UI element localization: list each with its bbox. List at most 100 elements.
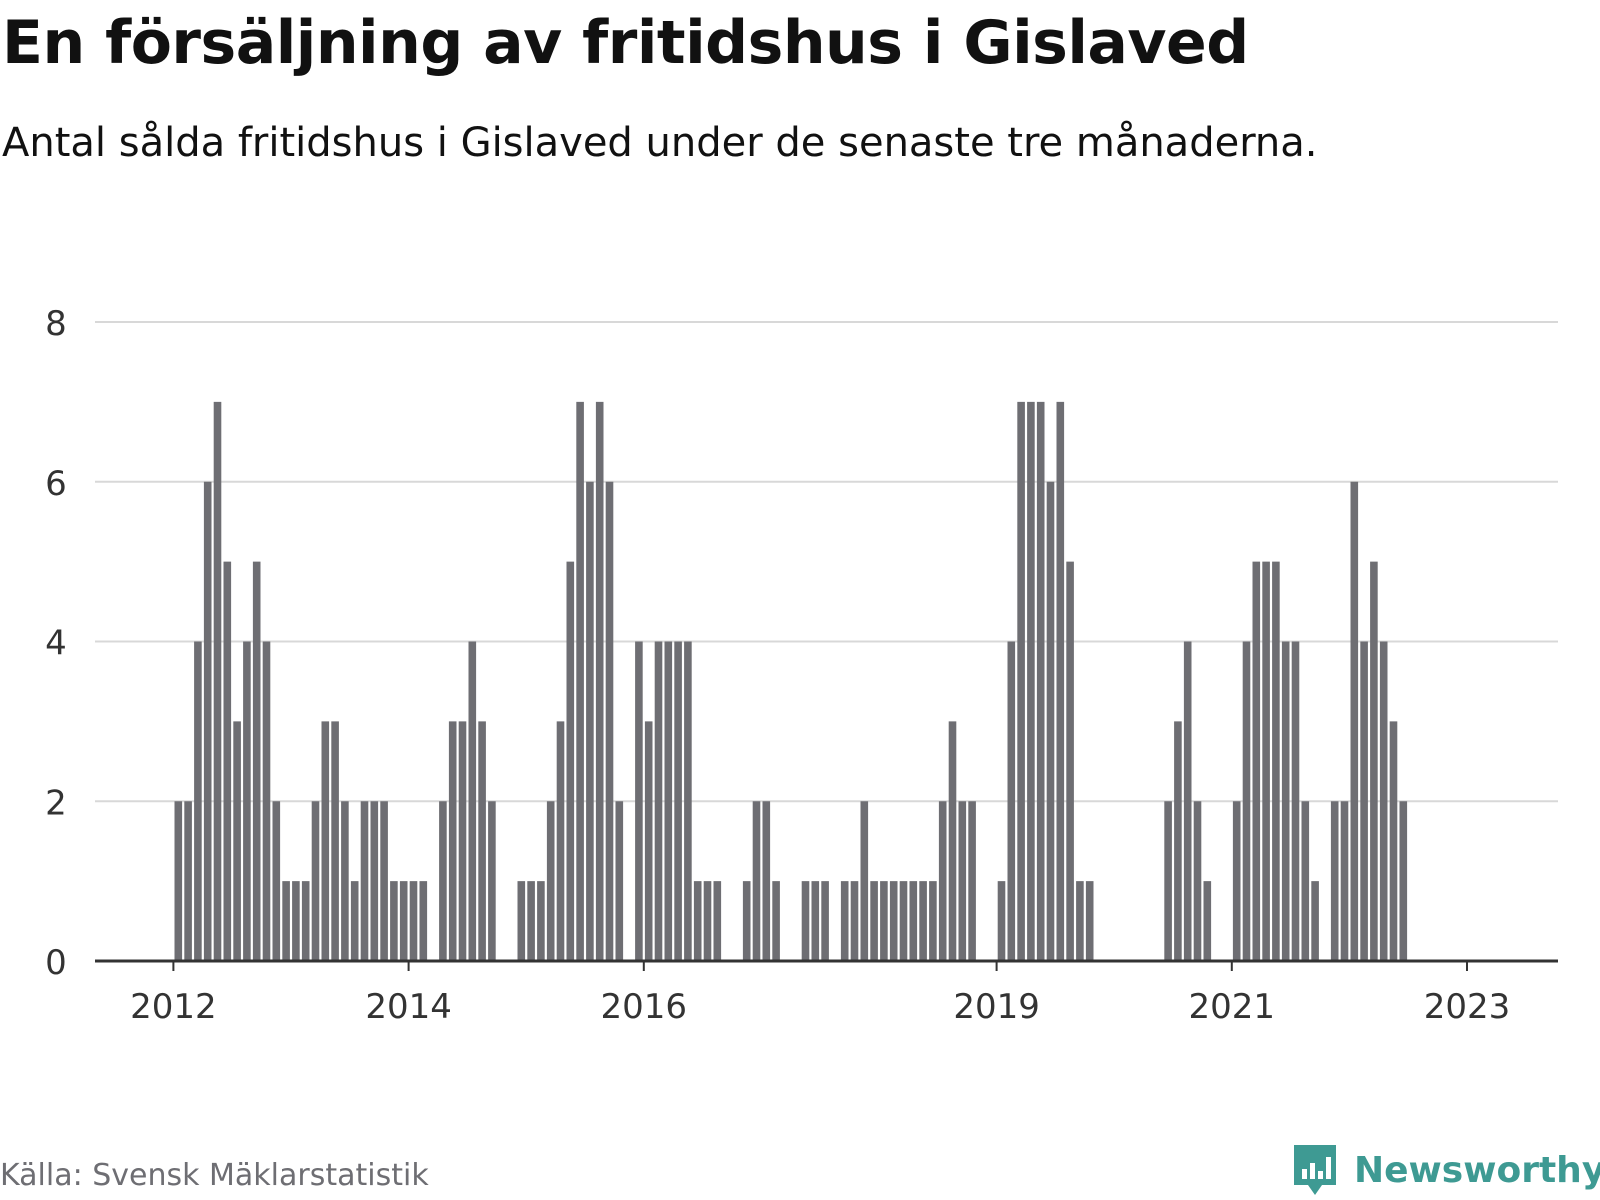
y-tick-label-2: 2 [45, 783, 67, 823]
bar [703, 881, 712, 961]
y-tick-label-4: 4 [45, 624, 67, 664]
bar [1027, 401, 1035, 961]
bar [958, 801, 967, 961]
bar [938, 801, 947, 961]
bar [909, 881, 918, 961]
bar [292, 881, 300, 961]
bar [644, 721, 653, 961]
x-tick-label-2016: 2016 [601, 987, 688, 1027]
bar [997, 881, 1006, 961]
bar [1311, 881, 1319, 961]
x-tick-label-2012: 2012 [130, 987, 217, 1027]
bar [821, 881, 829, 961]
bar [586, 481, 594, 961]
bar [223, 561, 232, 961]
bar [801, 881, 810, 961]
bar [203, 481, 212, 961]
bar [1350, 481, 1359, 961]
bar [194, 641, 202, 961]
bar [321, 721, 330, 961]
bar [1164, 801, 1172, 961]
y-tick-label-0: 0 [45, 943, 67, 983]
bar [1379, 641, 1388, 961]
bar [380, 801, 388, 961]
bar [870, 881, 878, 961]
bar [615, 801, 624, 961]
bar [233, 721, 241, 961]
bar [840, 881, 849, 961]
x-tick-label-2014: 2014 [365, 987, 452, 1027]
bar [517, 881, 526, 961]
bar [1399, 801, 1408, 961]
bar [1203, 881, 1212, 961]
bar [537, 881, 545, 961]
bar [1301, 801, 1310, 961]
chart-subtitle: Antal sålda fritidshus i Gislaved under … [2, 120, 1318, 166]
bar-series [174, 401, 1408, 961]
bar [390, 881, 398, 961]
bar [635, 641, 643, 961]
bar [948, 721, 957, 961]
bar [605, 481, 614, 961]
bar [1370, 561, 1378, 961]
brand-logo: Newsworthy [1290, 1140, 1600, 1200]
bar [272, 801, 281, 961]
bar [360, 801, 369, 961]
bar [1330, 801, 1339, 961]
bar [880, 881, 888, 961]
bar [478, 721, 486, 961]
bar [184, 801, 192, 961]
bar [1076, 881, 1084, 961]
bar [556, 721, 565, 961]
bar [1183, 641, 1192, 961]
bar [595, 401, 604, 961]
bar [576, 401, 584, 961]
bar [262, 641, 271, 961]
bar [399, 881, 408, 961]
grid-lines [95, 321, 1558, 803]
bar [1360, 641, 1368, 961]
bar [370, 801, 379, 961]
bar [654, 641, 663, 961]
bar [1242, 641, 1251, 961]
bar [546, 801, 555, 961]
bar [1262, 561, 1270, 961]
bar [1232, 801, 1241, 961]
bar [811, 881, 820, 961]
bar [174, 801, 183, 961]
bar [742, 881, 751, 961]
bar [252, 561, 261, 961]
bar [1193, 801, 1202, 961]
bar [1272, 561, 1280, 961]
bar [674, 641, 682, 961]
bar [350, 881, 359, 961]
brand-name: Newsworthy [1354, 1149, 1600, 1191]
bar [419, 881, 428, 961]
bar [458, 721, 467, 961]
bar-chart: 024681201220142016201920212023 [45, 304, 1558, 1027]
bar [713, 881, 722, 961]
bar [1036, 401, 1045, 961]
bar [664, 641, 673, 961]
bar [1056, 401, 1065, 961]
bar [1046, 481, 1055, 961]
bar [919, 881, 927, 961]
x-tick-label-2021: 2021 [1189, 987, 1276, 1027]
bar [860, 801, 869, 961]
bar [1174, 721, 1182, 961]
chart-title: En försäljning av fritidshus i Gislaved [2, 8, 1249, 78]
bar [439, 801, 447, 961]
bar [684, 641, 692, 961]
bar [468, 641, 477, 961]
bar [1340, 801, 1349, 961]
bar [1291, 641, 1300, 961]
source-note: Källa: Svensk Mäklarstatistik [0, 1158, 429, 1193]
bar [527, 881, 535, 961]
bar [752, 801, 761, 961]
bar [968, 801, 976, 961]
bar [1252, 561, 1261, 961]
bar [1281, 641, 1290, 961]
bar [301, 881, 310, 961]
bar [282, 881, 290, 961]
bar [889, 881, 898, 961]
